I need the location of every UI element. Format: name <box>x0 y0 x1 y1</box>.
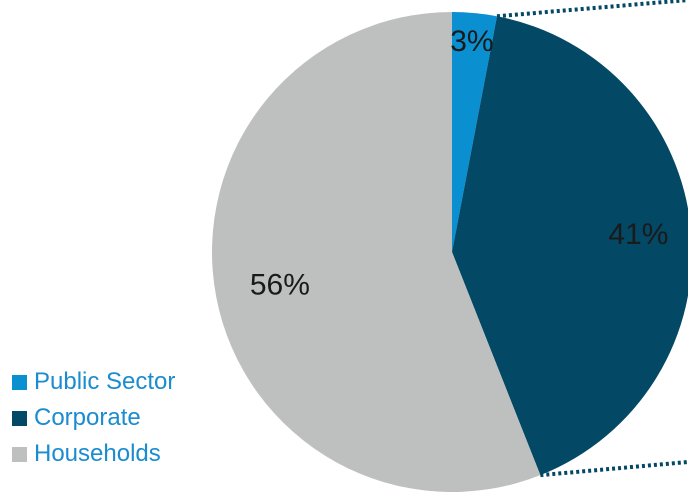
legend-swatch-public-sector <box>12 375 27 390</box>
legend-swatch-corporate <box>12 411 27 426</box>
slice-label-corporate: 41% <box>608 218 668 251</box>
legend-label-households: Households <box>34 436 161 472</box>
legend-item-households: Households <box>12 436 175 472</box>
legend-item-public-sector: Public Sector <box>12 364 175 400</box>
slice-label-households: 56% <box>250 268 310 301</box>
legend-label-corporate: Corporate <box>34 400 141 436</box>
legend-swatch-households <box>12 447 27 462</box>
slice-label-public-sector: 3% <box>450 25 493 58</box>
pie-slices <box>212 12 688 492</box>
connector-top <box>497 0 688 16</box>
legend-label-public-sector: Public Sector <box>34 364 175 400</box>
legend-item-corporate: Corporate <box>12 400 175 436</box>
legend: Public Sector Corporate Households <box>12 364 175 472</box>
